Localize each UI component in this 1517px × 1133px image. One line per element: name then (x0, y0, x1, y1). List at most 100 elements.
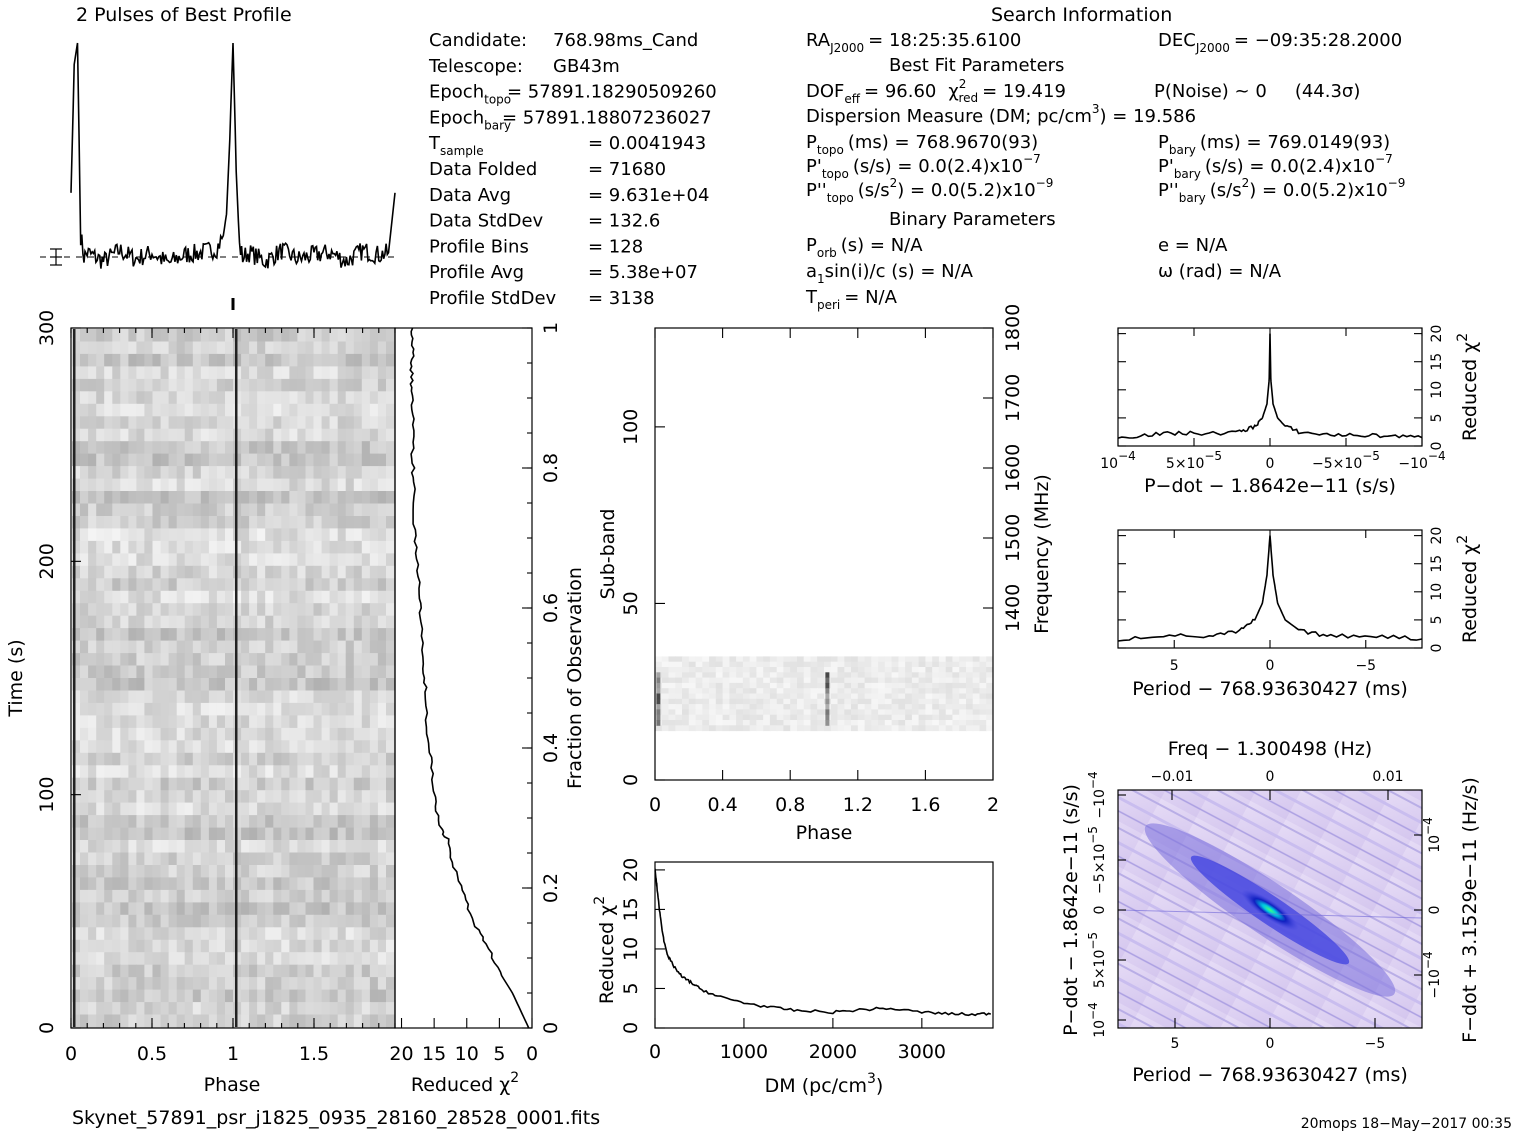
tp-cell (289, 628, 298, 642)
sb-cell (938, 725, 947, 732)
x-tick-label: −5 (1365, 1036, 1386, 1052)
tp-cell (337, 528, 347, 542)
tp-cell (136, 865, 145, 878)
tp-cell (128, 727, 137, 741)
tp-cell (377, 528, 387, 542)
pulse-segment (656, 698, 661, 705)
tp-cell (88, 553, 97, 567)
tp-cell (208, 615, 218, 629)
tp-cell (273, 765, 282, 779)
time-phase-ylabel: Time (s) (5, 639, 27, 717)
tp-cell (200, 453, 210, 467)
tp-cell (361, 366, 371, 380)
tp-cell (152, 877, 162, 891)
tp-cell (96, 516, 105, 529)
tp-cell (297, 590, 306, 604)
tp-cell (72, 815, 81, 829)
tp-cell (273, 516, 282, 529)
tp-cell (80, 964, 89, 978)
tp-cell (329, 378, 339, 392)
frequency-ylabel: Frequency (MHz) (1031, 474, 1053, 634)
sb-cell (688, 677, 697, 684)
tp-cell (369, 715, 379, 729)
tp-cell (361, 1002, 371, 1016)
tp-cell (152, 902, 162, 916)
tp-cell (96, 852, 105, 866)
tp-cell (152, 939, 162, 953)
tp-cell (225, 815, 234, 829)
tp-cell (176, 466, 186, 480)
sb-cell (830, 693, 839, 700)
tp-cell (112, 540, 121, 554)
tp-cell (321, 640, 331, 654)
tp-cell (144, 603, 153, 617)
tp-cell (144, 827, 153, 841)
tp-cell (136, 690, 145, 704)
tp-cell (345, 590, 355, 604)
sb-cell (830, 677, 839, 684)
tp-cell (329, 827, 339, 841)
sb-cell (682, 698, 690, 705)
tp-cell (305, 752, 315, 766)
sb-cell (884, 688, 893, 694)
sb-cell (756, 704, 764, 710)
tp-cell (208, 964, 218, 978)
tp-cell (184, 690, 194, 704)
tp-cell (377, 403, 387, 417)
tp-cell (345, 453, 355, 467)
tp-cell (321, 840, 331, 853)
tp-cell (72, 790, 81, 804)
tp-cell (200, 590, 210, 604)
tp-cell (208, 952, 218, 966)
sb-cell (959, 682, 967, 689)
tp-cell (128, 678, 137, 691)
tp-cell (200, 329, 210, 342)
tp-cell (273, 827, 282, 841)
tperi-line: Tperi = N/A (805, 287, 898, 312)
sb-cell (857, 714, 866, 721)
sb-cell (797, 698, 805, 705)
tp-cell (184, 528, 194, 542)
tp-cell (313, 852, 323, 866)
tp-cell (152, 653, 162, 667)
tp-cell (345, 441, 355, 455)
tp-cell (361, 578, 371, 592)
tp-cell (313, 1002, 323, 1016)
tp-cell (144, 1002, 153, 1016)
subband-xlabel: Phase (796, 822, 853, 844)
tp-cell (297, 441, 306, 455)
tp-cell (120, 391, 129, 405)
tp-cell (112, 678, 121, 691)
sb-cell (810, 698, 818, 705)
tp-cell (216, 416, 226, 430)
tp-cell (289, 491, 298, 504)
pulse-segment (825, 677, 830, 684)
sb-cell (938, 677, 947, 684)
tp-cell (305, 353, 315, 367)
sb-cell (668, 714, 676, 721)
tp-cell (273, 391, 282, 405)
tp-cell (249, 615, 258, 629)
sb-cell (776, 709, 784, 716)
sb-cell (972, 677, 980, 684)
tp-cell (249, 1002, 258, 1016)
tp-cell (112, 503, 121, 517)
sb-cell (715, 714, 724, 721)
tp-cell (281, 740, 290, 754)
tp-cell (208, 466, 218, 480)
sb-cell (803, 682, 811, 689)
tp-cell (329, 628, 339, 642)
sb-cell (905, 698, 913, 705)
sb-cell (857, 709, 866, 716)
sb-cell (925, 725, 933, 732)
tp-cell (241, 565, 250, 579)
sb-cell (715, 709, 724, 716)
tp-cell (249, 877, 258, 891)
tp-cell (353, 653, 363, 667)
tp-cell (329, 391, 339, 405)
tp-cell (377, 914, 387, 928)
tp-cell (160, 927, 170, 941)
tp-cell (386, 727, 395, 741)
sb-cell (959, 720, 967, 726)
sb-cell (797, 725, 805, 732)
